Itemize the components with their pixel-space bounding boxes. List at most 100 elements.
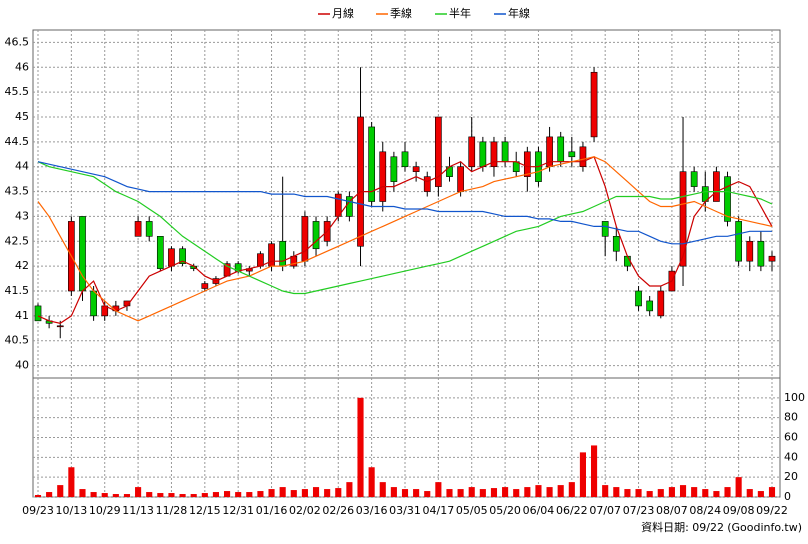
legend-label: 年線 bbox=[508, 6, 530, 20]
y-tick-label: 45 bbox=[15, 110, 29, 123]
volume-bar bbox=[524, 487, 531, 497]
candle-body bbox=[134, 221, 142, 237]
volume-bar bbox=[201, 493, 208, 497]
volume-bar bbox=[602, 485, 609, 497]
volume-bar bbox=[479, 489, 486, 497]
candle-body bbox=[568, 151, 576, 158]
candle-body bbox=[746, 240, 754, 262]
volume-bar bbox=[735, 477, 742, 497]
candle-body bbox=[179, 248, 186, 264]
volume-bar bbox=[157, 493, 164, 497]
volume-bar bbox=[746, 489, 753, 497]
candle-body bbox=[735, 221, 742, 262]
x-tick-label: 07/23 bbox=[623, 504, 655, 517]
volume-bar bbox=[691, 487, 698, 497]
source: (Goodinfo.tw) bbox=[727, 521, 802, 534]
ma-line bbox=[37, 156, 773, 322]
volume-bar bbox=[112, 494, 119, 497]
y-tick-label: 43 bbox=[15, 209, 29, 222]
x-tick-label: 02/02 bbox=[289, 504, 321, 517]
x-tick-label: 08/07 bbox=[656, 504, 688, 517]
x-tick-label: 09/23 bbox=[22, 504, 54, 517]
ma-line bbox=[37, 161, 773, 295]
volume-bar bbox=[624, 489, 631, 497]
volume-bar bbox=[635, 489, 642, 497]
candle-body bbox=[635, 290, 642, 307]
candle-body bbox=[145, 221, 153, 237]
x-tick-label: 08/24 bbox=[689, 504, 721, 517]
ma-line bbox=[37, 155, 773, 324]
volume-bar bbox=[312, 487, 320, 497]
volume-bar bbox=[257, 491, 264, 497]
volume-bar bbox=[413, 489, 420, 497]
candle-body bbox=[590, 71, 598, 138]
volume-bar bbox=[301, 489, 308, 497]
y2-tick-label: 0 bbox=[784, 490, 791, 503]
candle-body bbox=[601, 221, 609, 237]
x-tick-label: 10/29 bbox=[89, 504, 121, 517]
x-tick-label: 03/31 bbox=[389, 504, 421, 517]
volume-bar bbox=[401, 489, 409, 497]
volume-bar bbox=[357, 397, 364, 497]
y-tick-label: 42 bbox=[15, 259, 29, 272]
volume-bar bbox=[457, 489, 464, 497]
x-tick-label: 05/20 bbox=[489, 504, 521, 517]
ma-line bbox=[37, 161, 772, 245]
volume-bar bbox=[502, 487, 509, 497]
candle-body bbox=[34, 305, 42, 322]
candle-body bbox=[268, 243, 275, 267]
candle-body bbox=[401, 151, 409, 168]
candle-body bbox=[457, 166, 464, 192]
candle-body bbox=[612, 236, 620, 252]
volume-bar bbox=[390, 487, 397, 497]
volume-bar bbox=[713, 491, 720, 497]
volume-bar bbox=[146, 492, 153, 497]
x-tick-label: 05/05 bbox=[456, 504, 488, 517]
candle-body bbox=[379, 151, 387, 202]
volume-bar bbox=[279, 487, 286, 497]
candle-body bbox=[390, 156, 398, 182]
volume-bar bbox=[668, 487, 675, 497]
candle-body bbox=[557, 136, 565, 163]
legend-label: 月線 bbox=[332, 6, 354, 20]
volume-bar bbox=[46, 492, 53, 497]
candle-body bbox=[423, 176, 431, 192]
volume-bar bbox=[757, 491, 764, 497]
x-tick-label: 04/17 bbox=[423, 504, 455, 517]
volume-bar bbox=[79, 489, 86, 497]
candle-body bbox=[479, 141, 487, 168]
x-tick-label: 12/31 bbox=[222, 504, 254, 517]
candle-body bbox=[156, 236, 164, 269]
x-tick-label: 12/15 bbox=[189, 504, 221, 517]
volume-bar bbox=[768, 487, 776, 497]
volume-bar bbox=[546, 487, 553, 497]
candle-body bbox=[679, 171, 687, 267]
candle-body bbox=[279, 240, 287, 267]
volume-bar bbox=[446, 489, 453, 497]
y-tick-label: 43.5 bbox=[5, 185, 30, 198]
volume-bar bbox=[424, 491, 431, 497]
x-tick-label: 06/04 bbox=[523, 504, 555, 517]
volume-bar bbox=[290, 490, 297, 497]
volume-bar bbox=[468, 487, 475, 497]
candle-body bbox=[724, 176, 731, 222]
volume-bar bbox=[379, 482, 386, 497]
y-tick-label: 40 bbox=[15, 359, 29, 372]
y-tick-label: 44.5 bbox=[5, 135, 30, 148]
y-tick-label: 45.5 bbox=[5, 85, 30, 98]
x-tick-label: 09/22 bbox=[756, 504, 788, 517]
volume-bar bbox=[168, 493, 175, 497]
y-tick-label: 46.5 bbox=[5, 35, 30, 48]
volume-bar bbox=[179, 494, 186, 497]
volume-bar bbox=[224, 491, 231, 497]
volume-bar bbox=[123, 494, 131, 497]
volume-bar bbox=[646, 491, 653, 497]
volume-bar bbox=[57, 485, 64, 497]
candle-body bbox=[490, 141, 498, 168]
y2-tick-label: 20 bbox=[784, 470, 798, 483]
candle-body bbox=[768, 255, 776, 262]
volume-bar bbox=[568, 482, 575, 497]
x-tick-label: 10/13 bbox=[56, 504, 88, 517]
y-tick-label: 44 bbox=[15, 160, 29, 173]
